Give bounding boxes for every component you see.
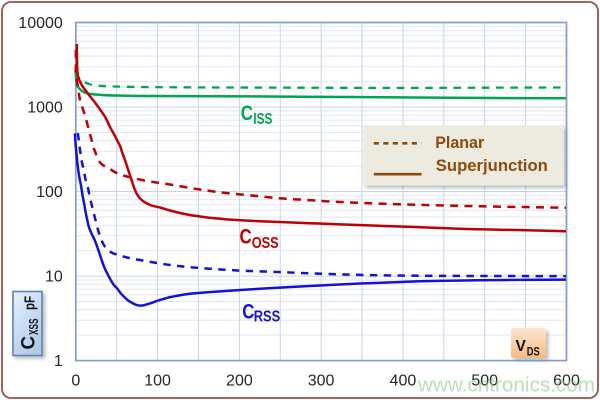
svg-text:600: 600	[553, 373, 580, 390]
svg-text:XSS: XSS	[26, 318, 41, 335]
svg-text:500: 500	[471, 373, 498, 390]
svg-text:0: 0	[71, 373, 80, 390]
svg-text:10: 10	[45, 269, 63, 286]
svg-text:C: C	[240, 225, 252, 248]
svg-text:100: 100	[36, 184, 63, 201]
svg-text:Superjunction: Superjunction	[436, 156, 548, 175]
svg-text:300: 300	[308, 373, 335, 390]
svg-text:OSS: OSS	[252, 235, 279, 252]
svg-text:C: C	[241, 102, 253, 125]
svg-text:400: 400	[390, 373, 417, 390]
svg-text:10000: 10000	[18, 15, 63, 32]
svg-text:ISS: ISS	[253, 111, 272, 128]
svg-text:Planar: Planar	[435, 133, 484, 152]
svg-text:RSS: RSS	[254, 309, 281, 326]
svg-text:C: C	[242, 300, 254, 323]
svg-text:www.cntronics.com: www.cntronics.com	[417, 374, 595, 396]
svg-text:1000: 1000	[27, 99, 63, 116]
svg-text:100: 100	[144, 373, 171, 390]
svg-text:200: 200	[226, 373, 253, 390]
svg-text:pF: pF	[22, 296, 39, 310]
svg-text:V: V	[516, 338, 527, 355]
svg-text:1: 1	[54, 353, 63, 370]
svg-text:C: C	[19, 336, 40, 350]
svg-text:DS: DS	[527, 346, 540, 358]
